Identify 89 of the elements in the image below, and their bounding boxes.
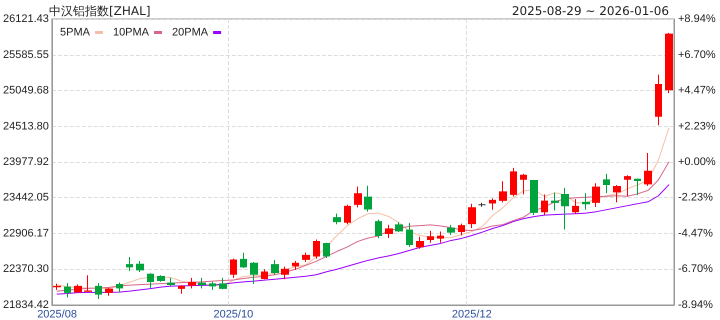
y-tick-label: 26121.43 — [2, 13, 49, 25]
candlestick — [447, 224, 455, 236]
candlestick — [313, 238, 320, 260]
y2-tick-label: -2.23% — [678, 192, 714, 204]
candlestick — [478, 202, 486, 208]
line-series — [56, 128, 670, 289]
candlestick — [406, 222, 413, 248]
y-tick-label: 25049.68 — [2, 84, 49, 96]
candlestick — [541, 194, 548, 216]
line-series — [56, 184, 670, 295]
candlestick — [198, 277, 206, 289]
y-tick-label: 21834.42 — [2, 299, 49, 311]
candlestick — [64, 282, 71, 298]
candlestick — [209, 281, 216, 290]
y2-tick-label: +6.70% — [678, 48, 716, 61]
candlestick — [499, 180, 507, 203]
candlestick — [613, 184, 621, 203]
x-tick-label: 2025/08 — [37, 308, 77, 320]
candlestick — [489, 198, 496, 210]
y-tick-label: 25585.55 — [2, 48, 49, 61]
candlestick — [510, 167, 517, 197]
candlestick — [364, 185, 372, 212]
candlestick — [126, 256, 133, 272]
candlestick — [582, 192, 590, 210]
candlestick — [333, 213, 341, 225]
candlestick — [167, 277, 175, 286]
y2-tick-label: -6.70% — [678, 263, 714, 276]
chart-title: 中汉铝指数[ZHAL] — [49, 4, 151, 18]
candlestick — [84, 274, 92, 292]
candlestick — [323, 242, 330, 258]
legend-label: 10PMA — [112, 26, 150, 38]
candlestick — [458, 223, 465, 236]
y-tick-label: 23977.92 — [2, 156, 49, 168]
candlestick — [292, 260, 299, 270]
candlestick — [178, 284, 185, 294]
y-tick-label: 23442.05 — [2, 192, 49, 204]
candlestick — [385, 224, 393, 239]
candlestick — [53, 283, 61, 290]
candlestick — [395, 222, 403, 233]
candlestick — [437, 231, 444, 244]
y2-tick-label: +4.47% — [678, 84, 716, 96]
candlestick — [261, 268, 268, 280]
candlestick — [572, 198, 579, 214]
candlestick — [281, 266, 289, 280]
candlestick — [136, 260, 144, 272]
y2-tick-label: -4.47% — [678, 228, 714, 240]
candlestick — [634, 178, 641, 196]
candlestick — [592, 182, 600, 208]
candlestick — [240, 252, 247, 268]
candlestick — [468, 203, 476, 229]
candlestick — [219, 277, 227, 290]
y2-tick-label: -8.94% — [678, 299, 714, 311]
candlestick — [271, 259, 279, 276]
candlestick — [561, 187, 569, 230]
x-tick-label: 2025/10 — [213, 308, 254, 320]
candlestick — [95, 282, 102, 300]
candlestick — [116, 282, 123, 293]
candlestick — [230, 258, 237, 278]
line-series — [56, 161, 670, 292]
candlestick — [188, 277, 196, 289]
candlestick — [157, 274, 165, 282]
candlestick — [655, 74, 662, 126]
candlestick — [624, 174, 631, 197]
candlestick — [354, 186, 362, 208]
y2-tick-label: +2.23% — [678, 120, 716, 132]
candlestick — [105, 287, 113, 296]
candlestick — [147, 272, 154, 288]
legend-label: 20PMA — [172, 26, 209, 38]
candlestick — [302, 252, 310, 262]
legend-label: 5PMA — [60, 26, 91, 38]
candlestick — [416, 236, 424, 250]
x-tick-label: 2025/12 — [452, 308, 492, 320]
chart-subtitle: 2025-08-29 ~ 2026-01-06 — [512, 4, 670, 18]
y2-tick-label: +8.94% — [678, 13, 716, 25]
y-tick-label: 22906.17 — [2, 228, 49, 240]
y2-tick-label: +0.00% — [678, 156, 716, 168]
candlestick — [520, 173, 527, 195]
y-tick-label: 24513.80 — [2, 120, 49, 132]
candlestick — [644, 152, 652, 186]
candlestick — [74, 284, 82, 292]
candlestick — [427, 230, 434, 244]
candlestick — [344, 204, 351, 225]
candlestick — [551, 192, 559, 211]
candlestick — [250, 262, 258, 284]
y-tick-label: 22370.30 — [2, 263, 49, 276]
candlestick — [665, 32, 673, 94]
candlestick — [375, 219, 382, 239]
candlestick — [530, 179, 538, 216]
candlestick — [603, 173, 610, 194]
